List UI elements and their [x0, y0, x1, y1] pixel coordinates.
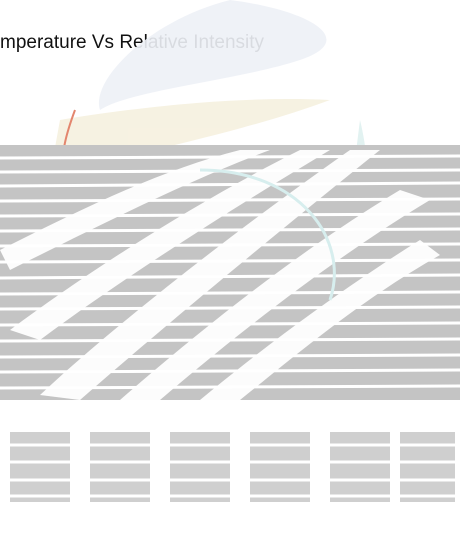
- bottom-lettering: [0, 400, 460, 502]
- stripe-field: [0, 145, 460, 400]
